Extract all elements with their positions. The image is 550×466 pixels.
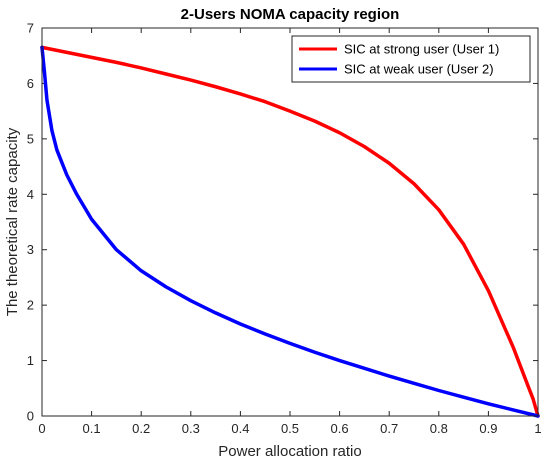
y-tick-label: 1 bbox=[27, 353, 34, 368]
series-line-weak-user bbox=[40, 45, 540, 418]
x-tick-label: 0.5 bbox=[281, 421, 299, 436]
ticks-layer: 0 0.1 0.2 0.3 0.4 0.5 0.6 0.7 0.8 0.9 1 0 1 2 3 4 5 6 7 bbox=[27, 21, 542, 437]
x-tick-label: 0.4 bbox=[231, 421, 249, 436]
x-tick-label: 0.3 bbox=[182, 421, 200, 436]
legend-label-strong-user: SIC at strong user (User 1) bbox=[344, 42, 499, 57]
y-axis-label: The theoretical rate capacity bbox=[4, 127, 21, 316]
x-tick-label: 0.2 bbox=[132, 421, 150, 436]
y-tick-label: 4 bbox=[27, 187, 34, 202]
chart-title: 2-Users NOMA capacity region bbox=[181, 6, 400, 23]
x-axis-label: Power allocation ratio bbox=[218, 443, 361, 460]
series-line-strong-user bbox=[40, 45, 540, 418]
x-tick-label: 1 bbox=[534, 421, 541, 436]
legend: SIC at strong user (User 1) SIC at weak … bbox=[291, 35, 531, 83]
x-tick-label: 0.9 bbox=[479, 421, 497, 436]
legend-box bbox=[291, 35, 531, 83]
x-tick-label: 0 bbox=[38, 421, 45, 436]
plot-area bbox=[42, 28, 538, 416]
y-tick-label: 3 bbox=[27, 242, 34, 257]
y-tick-label: 0 bbox=[27, 409, 34, 424]
x-tick-label: 0.1 bbox=[83, 421, 101, 436]
x-tick-label: 0.8 bbox=[430, 421, 448, 436]
y-tick-label: 2 bbox=[27, 298, 34, 313]
plot-frame bbox=[41, 27, 539, 417]
x-tick-label: 0.7 bbox=[380, 421, 398, 436]
series-layer bbox=[40, 45, 540, 418]
y-tick-label: 5 bbox=[27, 131, 34, 146]
y-tick-label: 6 bbox=[27, 76, 34, 91]
y-tick-label: 7 bbox=[27, 21, 34, 36]
x-tick-label: 0.6 bbox=[331, 421, 349, 436]
legend-label-weak-user: SIC at weak user (User 2) bbox=[344, 62, 494, 77]
